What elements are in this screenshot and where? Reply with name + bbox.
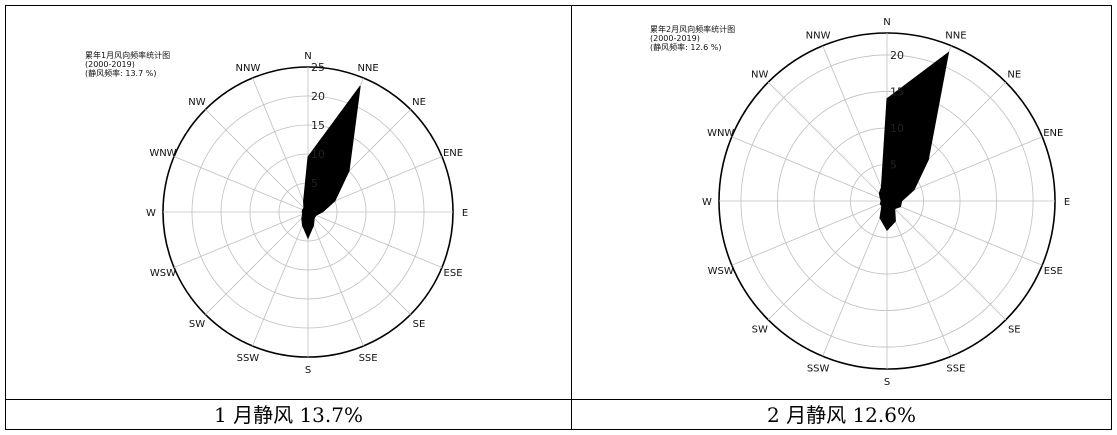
direction-label: SSW xyxy=(237,353,260,364)
direction-label: S xyxy=(884,377,890,388)
chart-title: 累年1月风向频率统计图 xyxy=(85,51,171,60)
direction-label: ENE xyxy=(443,148,463,159)
direction-label: SSW xyxy=(807,363,830,374)
direction-label: WNW xyxy=(707,128,734,139)
spoke xyxy=(173,156,309,213)
radial-tick-label: 15 xyxy=(311,119,325,132)
wind-rose-panel-january: 5 10 15 20 25 N NNE NE ENE E ESE SE SSE S SSW SW WSW W WNW… xyxy=(6,6,571,399)
wind-frequency-polygon xyxy=(301,85,361,240)
direction-label: ENE xyxy=(1043,128,1063,139)
spoke xyxy=(767,200,888,321)
direction-label: SE xyxy=(413,319,426,330)
figure-frame xyxy=(5,5,1112,430)
calm-frequency: (静风频率: 12.6 %) xyxy=(650,43,722,52)
spoke xyxy=(252,77,309,213)
direction-label: SW xyxy=(189,319,205,330)
spoke xyxy=(307,211,411,315)
direction-label: NE xyxy=(1007,70,1021,81)
direction-label: WSW xyxy=(150,268,176,279)
direction-label: E xyxy=(462,208,468,219)
spoke xyxy=(731,200,888,266)
calm-frequency: (静风频率: 13.7 %) xyxy=(85,69,157,78)
radial-tick-label: 25 xyxy=(311,61,325,74)
wind-rose-chart-january: 5 10 15 20 25N NNE NE ENE E ESE SE SSE S SSW SW WSW W WNW… xyxy=(146,51,468,376)
radial-tick-label: 5 xyxy=(311,177,318,190)
spoke xyxy=(252,211,309,347)
radial-tick-label: 10 xyxy=(311,148,325,161)
wind-rose-panel-february: 5 10 15 20 N NNE NE ENE E ESE SE SSE S SSW SW WSW W WNW NW… xyxy=(572,6,1111,399)
direction-label: W xyxy=(146,208,156,219)
spoke xyxy=(173,211,309,268)
chart-legend-text-february: 累年2月风向频率统计图 (2000-2019) (静风频率: 12.6 %) xyxy=(650,25,735,52)
radial-tick-label: 20 xyxy=(311,90,325,103)
direction-label: WSW xyxy=(708,266,734,277)
direction-label: W xyxy=(702,197,712,208)
direction-label: SE xyxy=(1008,324,1021,335)
direction-label: NNW xyxy=(806,31,831,42)
spoke xyxy=(886,200,1043,266)
direction-label: NNE xyxy=(945,31,966,42)
direction-label: E xyxy=(1064,197,1070,208)
wind-frequency-polygon xyxy=(878,51,950,232)
spoke xyxy=(767,81,888,202)
spoke xyxy=(205,109,309,213)
direction-label: SSE xyxy=(359,353,378,364)
radial-tick-label: 5 xyxy=(890,158,897,171)
chart-period: (2000-2019) xyxy=(650,34,700,43)
spoke xyxy=(731,136,888,202)
spoke xyxy=(307,211,364,347)
direction-label: NNW xyxy=(235,63,260,74)
direction-label: NW xyxy=(188,97,205,108)
direction-label: S xyxy=(305,365,311,376)
direction-label: NW xyxy=(751,70,768,81)
direction-label: SW xyxy=(752,324,768,335)
caption-january: 1 月静风 13.7% xyxy=(214,403,363,427)
direction-label: SSE xyxy=(946,363,965,374)
chart-legend-text-january: 累年1月风向频率统计图 (2000-2019) (静风频率: 13.7 %) xyxy=(85,51,170,78)
spoke xyxy=(886,200,1007,321)
direction-label: WNW xyxy=(149,148,176,159)
direction-label: ESE xyxy=(444,268,463,279)
wind-rose-chart-february: 5 10 15 20 N NNE NE ENE E ESE SE SSE S SSW SW WSW W WNW NW… xyxy=(702,17,1070,388)
direction-label: ESE xyxy=(1044,266,1063,277)
direction-label: NE xyxy=(412,97,426,108)
caption-divider xyxy=(5,399,1112,400)
direction-label: NNE xyxy=(357,63,378,74)
spoke xyxy=(205,211,309,315)
spoke xyxy=(886,200,952,357)
spoke xyxy=(307,211,443,268)
spoke xyxy=(822,200,888,357)
radial-tick-label: 15 xyxy=(890,85,904,98)
radial-tick-label: 10 xyxy=(890,122,904,135)
radial-tick-label: 20 xyxy=(890,49,904,62)
chart-period: (2000-2019) xyxy=(85,60,135,69)
direction-label: N xyxy=(304,51,311,62)
panel-divider xyxy=(571,5,572,430)
caption-february: 2 月静风 12.6% xyxy=(767,403,916,427)
chart-title: 累年2月风向频率统计图 xyxy=(650,25,736,34)
direction-label: N xyxy=(883,17,890,28)
spoke xyxy=(822,45,888,202)
